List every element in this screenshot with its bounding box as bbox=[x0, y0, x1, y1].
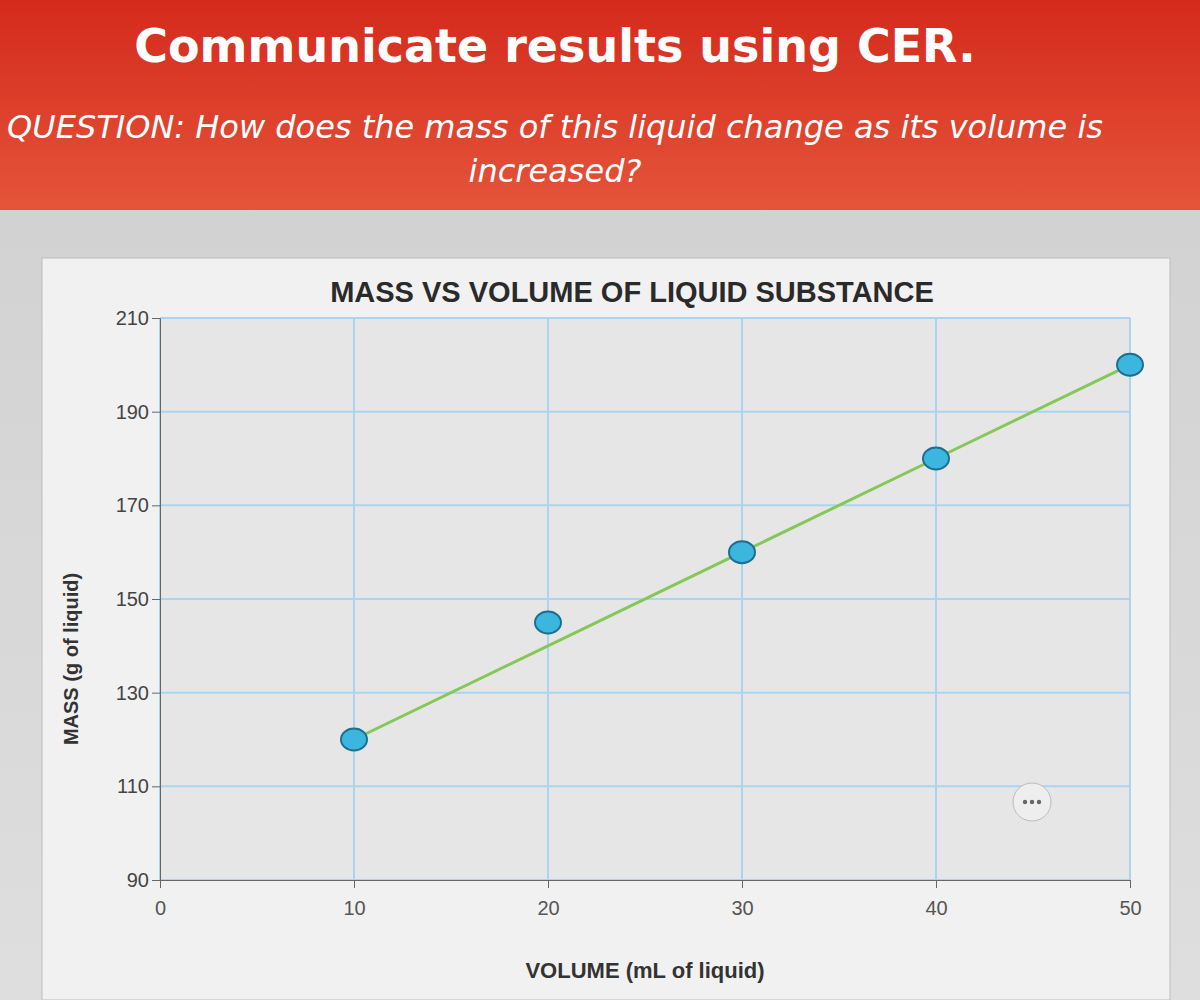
x-axis-label: VOLUME (mL of liquid) bbox=[525, 958, 764, 983]
y-tick: 190 bbox=[116, 401, 160, 423]
y-tick: 210 bbox=[116, 307, 160, 329]
subtitle-line: QUESTION: How does the mass of this liqu… bbox=[7, 108, 1103, 146]
x-axis: 0 10 20 30 40 50 bbox=[155, 880, 1142, 919]
x-tick-label: 10 bbox=[343, 897, 365, 919]
y-tick: 150 bbox=[116, 588, 160, 610]
y-axis-line bbox=[152, 319, 161, 881]
x-tick: 20 bbox=[537, 880, 559, 919]
data-point bbox=[535, 611, 561, 633]
y-tick-mark bbox=[152, 599, 160, 600]
y-tick-label: 190 bbox=[116, 401, 149, 423]
grid-line-y bbox=[160, 411, 1130, 413]
x-tick: 30 bbox=[731, 880, 753, 919]
y-tick-label: 210 bbox=[116, 307, 149, 329]
y-tick-mark bbox=[152, 412, 160, 413]
x-tick-mark bbox=[936, 880, 937, 888]
chart-root: Communicate results using CER. QUESTION: … bbox=[0, 0, 1200, 1000]
trend-line bbox=[354, 365, 1130, 740]
grid bbox=[160, 318, 1130, 880]
y-tick: 130 bbox=[116, 682, 160, 704]
grid-line-y bbox=[160, 785, 1130, 787]
y-tick: 90 bbox=[127, 869, 160, 891]
y-tick: 170 bbox=[116, 494, 160, 516]
x-tick-mark bbox=[548, 880, 549, 888]
heading: Communicate results using CER. bbox=[134, 19, 976, 73]
more-button[interactable] bbox=[1013, 783, 1051, 821]
x-axis-line bbox=[161, 881, 1131, 889]
x-tick: 40 bbox=[925, 880, 947, 919]
x-tick-label: 0 bbox=[155, 897, 166, 919]
marks bbox=[341, 354, 1143, 751]
x-tick-mark bbox=[742, 880, 743, 888]
grid-line-y bbox=[160, 504, 1130, 506]
grid-line-x bbox=[741, 318, 743, 880]
x-tick-mark bbox=[1130, 880, 1131, 888]
data-point bbox=[729, 541, 755, 563]
y-axis: 90 110 130 150 170 190 210 bbox=[116, 307, 161, 891]
grid-line-x bbox=[1129, 318, 1131, 880]
y-tick-mark bbox=[152, 880, 160, 881]
x-tick: 0 bbox=[155, 880, 166, 919]
x-tick-mark bbox=[354, 880, 355, 888]
y-tick-label: 170 bbox=[116, 494, 149, 516]
y-tick-label: 150 bbox=[116, 588, 149, 610]
header-band bbox=[0, 0, 1200, 210]
more-button-bg[interactable] bbox=[1013, 783, 1051, 821]
grid-line-x bbox=[353, 318, 355, 880]
plot-area bbox=[160, 318, 1130, 880]
grid-line-y bbox=[160, 317, 1130, 319]
subtitle: QUESTION: How does the mass of this liqu… bbox=[7, 108, 1103, 190]
x-tick-label: 50 bbox=[1119, 897, 1141, 919]
y-tick-label: 90 bbox=[127, 869, 149, 891]
x-tick-label: 40 bbox=[925, 897, 947, 919]
y-tick-mark bbox=[152, 693, 160, 694]
background bbox=[0, 0, 1200, 1000]
y-tick-mark bbox=[152, 786, 160, 787]
chart-title: MASS VS VOLUME OF LIQUID SUBSTANCE bbox=[330, 276, 934, 308]
y-tick: 110 bbox=[117, 775, 160, 797]
x-tick: 50 bbox=[1119, 880, 1141, 919]
y-axis-label: MASS (g of liquid) bbox=[60, 573, 82, 745]
data-point bbox=[1117, 354, 1143, 376]
grid-line-x bbox=[547, 318, 549, 880]
more-button-dot[interactable] bbox=[1023, 800, 1027, 804]
y-tick-mark bbox=[152, 318, 160, 319]
x-tick-mark bbox=[160, 880, 161, 888]
x-tick-label: 20 bbox=[537, 897, 559, 919]
more-button-dot[interactable] bbox=[1037, 800, 1041, 804]
data-point bbox=[341, 729, 367, 751]
data-point bbox=[923, 448, 949, 470]
grid-line-x bbox=[935, 318, 937, 880]
grid-line-y bbox=[160, 692, 1130, 694]
y-tick-label: 130 bbox=[116, 682, 149, 704]
x-tick-label: 30 bbox=[731, 897, 753, 919]
x-tick: 10 bbox=[343, 880, 365, 919]
more-button-dot[interactable] bbox=[1030, 800, 1034, 804]
y-tick-mark bbox=[152, 505, 160, 506]
y-tick-label: 110 bbox=[117, 775, 149, 797]
subtitle-line: increased? bbox=[469, 152, 642, 190]
chart-panel bbox=[42, 258, 1170, 1000]
